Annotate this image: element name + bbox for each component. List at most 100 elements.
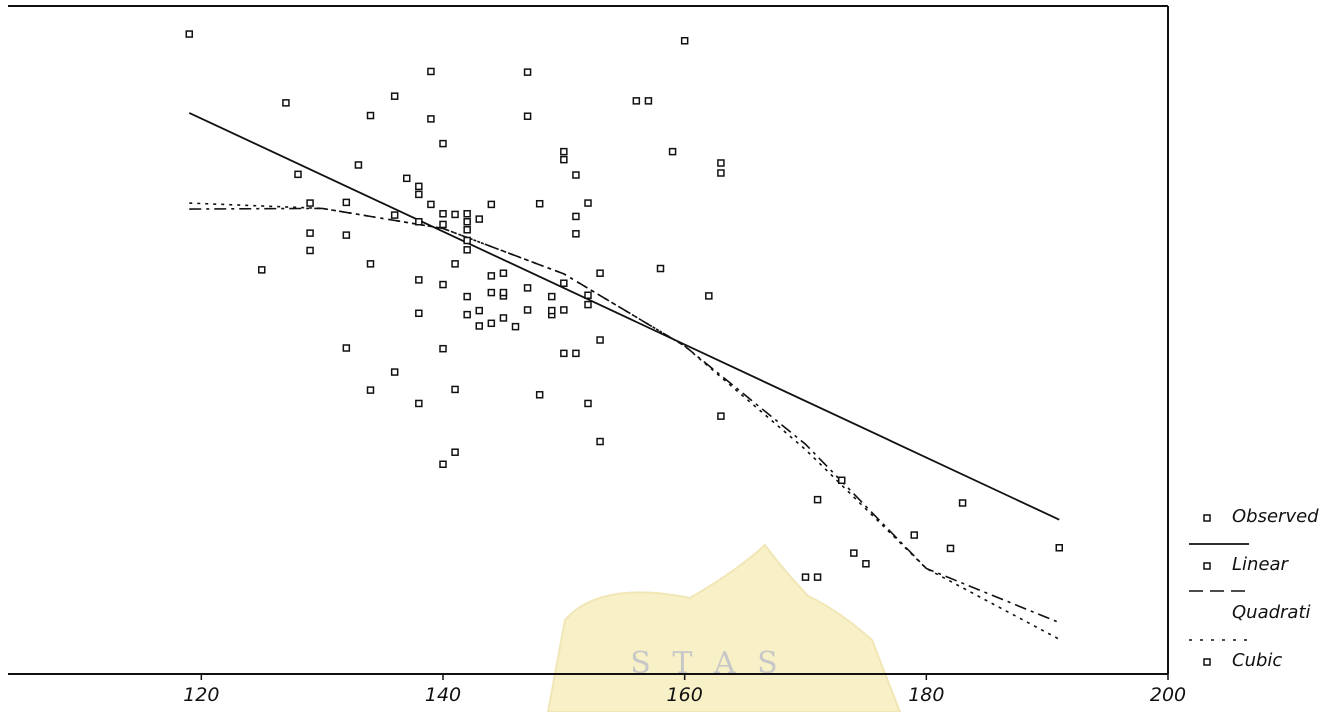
watermark-shape <box>546 543 902 712</box>
observed-point <box>511 322 520 331</box>
observed-point <box>415 218 423 226</box>
observed-point <box>958 499 967 507</box>
series-line-cubic <box>189 202 1060 640</box>
x-axis-ticks: 120 140 160 180 200 <box>183 674 1186 706</box>
observed-point <box>463 292 471 301</box>
legend-label-quadrati: Quadrati <box>1232 602 1311 623</box>
observed-point <box>366 111 375 120</box>
observed-point <box>463 210 471 218</box>
observed-point <box>390 368 399 376</box>
observed-point <box>572 230 580 238</box>
x-tick-label: 120 <box>183 684 219 706</box>
observed-point <box>838 476 846 485</box>
observed-point <box>572 171 580 179</box>
observed-point <box>487 272 496 280</box>
observed-point <box>282 99 290 107</box>
observed-point <box>439 210 447 218</box>
legend-marker-observed <box>1203 514 1211 522</box>
observed-point <box>427 67 435 76</box>
observed-point <box>548 306 556 315</box>
observed-point <box>258 266 266 274</box>
observed-point <box>560 155 568 164</box>
observed-point <box>499 269 508 277</box>
x-tick-label: 200 <box>1150 684 1186 706</box>
observed-point <box>366 260 375 268</box>
observed-point <box>451 260 459 268</box>
legend-marker-linear <box>1203 562 1211 570</box>
x-tick-label: 160 <box>667 684 703 706</box>
observed-point <box>717 159 725 167</box>
observed-point <box>813 573 822 581</box>
observed-point <box>560 349 568 358</box>
observed-point <box>427 115 435 123</box>
observed-point <box>463 226 471 234</box>
observed-point <box>415 182 423 191</box>
observed-point <box>306 199 314 207</box>
observed-point <box>668 147 677 156</box>
observed-point <box>584 199 592 207</box>
observed-point <box>354 161 363 169</box>
series-line-linear <box>188 112 1060 521</box>
observed-point <box>463 218 471 226</box>
observed-point <box>366 386 375 394</box>
observed-point <box>451 385 459 394</box>
observed-point <box>463 246 471 254</box>
observed-point <box>415 399 423 408</box>
observed-point <box>306 229 314 237</box>
observed-point <box>342 231 351 239</box>
observed-point <box>572 212 580 221</box>
observed-point <box>560 306 568 314</box>
observed-point <box>560 147 568 156</box>
observed-point <box>390 211 399 219</box>
observed-point <box>451 210 459 219</box>
observed-point <box>656 264 665 273</box>
observed-point <box>584 300 592 309</box>
observed-point <box>475 322 483 330</box>
observed-point <box>548 292 556 301</box>
fitted-curves <box>188 112 1060 640</box>
observed-point <box>680 36 689 45</box>
observed-point <box>596 269 604 277</box>
observed-point <box>185 30 193 38</box>
x-tick-label: 140 <box>425 684 461 706</box>
observed-point <box>596 336 604 344</box>
observed-point <box>499 288 508 297</box>
observed-point <box>415 309 423 318</box>
observed-point <box>439 460 447 468</box>
watermark-text: S T A S <box>630 646 783 681</box>
observed-point <box>632 97 641 105</box>
observed-point <box>342 344 351 352</box>
observed-point <box>1055 544 1063 552</box>
observed-point <box>487 319 496 328</box>
observed-point <box>499 314 508 322</box>
observed-point <box>439 344 447 353</box>
observed-point <box>487 200 496 209</box>
watermark: S T A S <box>546 543 902 712</box>
observed-point <box>862 560 870 568</box>
observed-point <box>572 349 580 358</box>
observed-point <box>523 306 532 314</box>
observed-point <box>294 170 302 179</box>
observed-point <box>644 97 653 105</box>
observed-point <box>475 215 483 223</box>
observed-point <box>523 284 532 292</box>
legend-label-linear: Linear <box>1232 554 1290 575</box>
observed-point <box>415 190 423 199</box>
x-tick-label: 180 <box>908 684 944 706</box>
observed-point <box>705 292 713 300</box>
observed-point <box>535 199 544 208</box>
observed-point <box>487 288 496 297</box>
observed-point <box>910 531 918 539</box>
observed-point <box>475 306 483 315</box>
legend-label-observed: Observed <box>1232 506 1319 527</box>
legend-label-cubic: Cubic <box>1232 650 1282 671</box>
observed-point <box>946 544 955 553</box>
observed-point <box>596 437 604 446</box>
observed-point <box>717 412 725 420</box>
observed-point <box>523 112 532 120</box>
observed-point <box>390 92 399 100</box>
observed-point <box>415 276 423 284</box>
observed-point <box>584 291 592 299</box>
observed-point <box>535 391 544 399</box>
